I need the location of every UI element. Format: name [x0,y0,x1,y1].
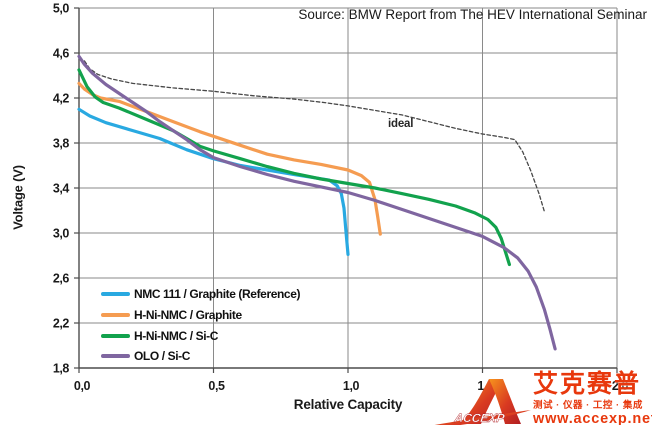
legend-swatch-purple [101,354,130,359]
x-tick-label: 0,5 [208,379,225,393]
y-tick-label: 2,2 [53,317,70,331]
legend-item: NMC 111 / Graphite (Reference) [101,284,300,305]
y-tick-label: 4,6 [53,47,70,61]
series-curve-4 [77,54,557,351]
watermark-slogan: 测试 · 仪器 · 工控 · 集成 [533,400,643,411]
y-tick-label: 3,0 [53,227,70,241]
source-note: Source: BMW Report from The HEV Internat… [298,7,647,22]
annotation-ideal: ideal [388,118,414,130]
legend-label: NMC 111 / Graphite (Reference) [134,287,301,302]
y-tick-label: 3,4 [53,182,70,196]
y-tick-label: 5,0 [53,2,70,16]
accexp-watermark: ACCEXP 艾克赛普 测试 · 仪器 · 工控 · 集成 www.accexp… [427,370,652,425]
x-tick-label: 0,0 [74,379,91,393]
series-curve-2 [77,81,382,236]
x-tick-label: 1,0 [343,379,360,393]
watermark-url: www.accexp.net [533,411,652,425]
x-axis-title: Relative Capacity [293,397,403,412]
series-curve-1 [77,107,350,256]
legend-label: H-Ni-NMC / Si-C [134,328,218,343]
legend-item: OLO / Si-C [101,346,300,367]
x-tick-label: 2,0 [612,379,629,393]
legend: NMC 111 / Graphite (Reference) H-Ni-NMC … [101,284,300,367]
legend-swatch-orange [101,313,130,318]
legend-label: OLO / Si-C [134,349,191,364]
y-tick-label: 1,8 [53,362,70,376]
legend-label: H-Ni-NMC / Graphite [134,308,242,323]
y-tick-label: 4,2 [53,92,70,106]
accexp-logo-text: ACCEXP [453,411,507,425]
legend-item: H-Ni-NMC / Si-C [101,325,300,346]
series-curve-3 [77,68,511,267]
series-curve-0 [83,60,546,213]
y-tick-label: 2,6 [53,272,70,286]
y-tick-label: 3,8 [53,137,70,151]
legend-swatch-blue [101,292,130,297]
watermark-brand: 艾克赛普 [533,370,642,398]
y-axis-title: Voltage (V) [10,165,26,230]
accexp-logo-icon: ACCEXP [434,379,531,425]
legend-swatch-green [101,333,130,338]
legend-item: H-Ni-NMC / Graphite [101,305,300,326]
